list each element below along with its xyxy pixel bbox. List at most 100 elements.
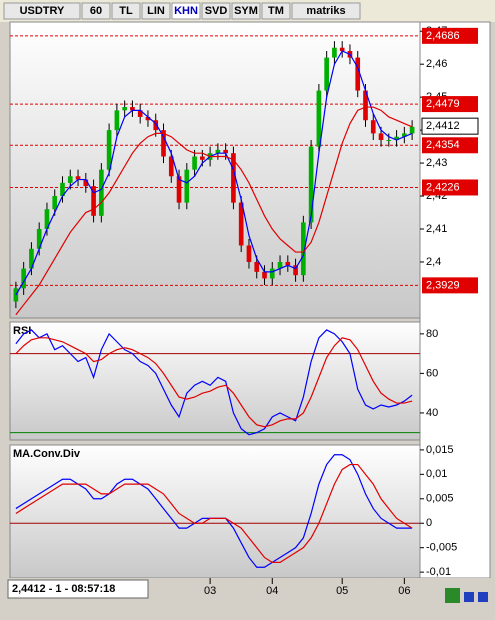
candle-body: [67, 176, 73, 183]
candle-body: [145, 116, 151, 121]
candle-body: [168, 156, 174, 177]
candle-body: [332, 47, 337, 58]
toolbar-button[interactable]: [261, 2, 291, 20]
candle-body: [223, 149, 228, 154]
candle-body: [114, 110, 120, 131]
candle-body: [285, 261, 291, 266]
toolbar-label: SVD: [205, 5, 228, 17]
candle-body: [262, 271, 267, 279]
candle-body: [316, 90, 322, 147]
y-tick-label: 0,005: [426, 493, 454, 505]
candle-body: [29, 248, 34, 269]
status-box: [7, 579, 149, 599]
y-tick-label: 60: [426, 367, 438, 379]
level-label: 2,3929: [426, 279, 460, 291]
candle-body: [21, 268, 26, 289]
level-label: 2,4686: [426, 30, 460, 42]
series-line: [15, 329, 413, 436]
candle-body: [394, 136, 399, 141]
x-tick-label: 03: [204, 585, 216, 597]
candle-body: [106, 130, 112, 170]
candle-body: [277, 261, 283, 269]
toolbar-button[interactable]: [81, 2, 111, 20]
candle-body: [378, 133, 384, 141]
series-line: [15, 463, 413, 563]
candle-body: [36, 229, 42, 249]
scroll-right[interactable]: [478, 592, 488, 602]
y-tick-label: 0,015: [426, 444, 454, 456]
candle-body: [122, 107, 127, 111]
candle-body: [153, 120, 159, 131]
scroll-left[interactable]: [464, 592, 474, 602]
candle-body: [301, 222, 306, 276]
candle-body: [370, 120, 376, 134]
toolbar-label: 60: [90, 5, 102, 17]
toolbar-button[interactable]: [111, 2, 141, 20]
series-line: [15, 106, 413, 316]
candle-body: [176, 176, 182, 203]
toolbar-label: USDTRY: [20, 5, 65, 17]
level-box: [422, 137, 478, 154]
candle-body: [363, 90, 368, 121]
candle-body: [238, 202, 244, 246]
candle-body: [192, 156, 197, 170]
toolbar-button[interactable]: [3, 2, 81, 20]
candle-body: [293, 265, 298, 276]
level-box: [422, 277, 478, 294]
y-tick-label: 40: [426, 407, 438, 419]
level-box: [422, 27, 478, 44]
y-tick-label: 0,01: [426, 468, 447, 480]
status: 2,4412 - 1 - 08:57:18: [12, 583, 115, 595]
y-tick-label: 2,41: [426, 223, 447, 235]
candle-body: [231, 153, 236, 203]
toolbar-label: SYM: [234, 5, 258, 17]
toolbar-label: TM: [268, 5, 284, 17]
toolbar-button[interactable]: [201, 2, 231, 20]
panel-title: RSI: [13, 325, 31, 337]
series-line: [15, 337, 413, 428]
candle-body: [44, 209, 50, 230]
level-box: [422, 179, 478, 196]
toolbar-button[interactable]: [231, 2, 261, 20]
toolbar-label: KHN: [174, 5, 198, 17]
candle-body: [161, 130, 166, 157]
series-line: [15, 50, 413, 296]
x-tick-label: 06: [398, 585, 410, 597]
candle-body: [246, 245, 252, 262]
candle-body: [402, 133, 407, 137]
toolbar-button[interactable]: [291, 2, 361, 20]
macd-panel: [9, 444, 421, 579]
toolbar-label: TL: [119, 5, 133, 17]
refresh-button[interactable]: [445, 588, 460, 603]
candle-body: [409, 126, 415, 134]
candle-body: [60, 182, 65, 197]
toolbar-button[interactable]: [141, 2, 171, 20]
toolbar-button[interactable]: [171, 2, 201, 20]
candle-body: [52, 196, 58, 210]
candle-body: [130, 107, 135, 111]
candle-body: [184, 169, 190, 203]
candle-body: [355, 57, 361, 91]
candle-body: [91, 186, 96, 216]
candle-body: [99, 169, 104, 216]
toolbar-label: LIN: [147, 5, 165, 17]
level-label: 2,4354: [426, 139, 460, 151]
candle-body: [339, 47, 345, 52]
x-tick-label: 04: [266, 585, 278, 597]
y-tick-label: 2,43: [426, 157, 447, 169]
candle-body: [83, 179, 89, 187]
candle-body: [75, 176, 81, 180]
candle-body: [269, 268, 275, 279]
level-label: 2,4479: [426, 98, 460, 110]
y-tick-label: 0: [426, 517, 432, 529]
candle-body: [215, 149, 221, 154]
last-price-label: 2,4412: [426, 120, 460, 132]
candle-body: [308, 146, 314, 223]
y-tick-label: 2,4: [426, 256, 441, 268]
last-price-box: [421, 117, 479, 135]
y-tick-label: 80: [426, 328, 438, 340]
x-tick-label: 05: [336, 585, 348, 597]
candle-body: [386, 140, 392, 142]
